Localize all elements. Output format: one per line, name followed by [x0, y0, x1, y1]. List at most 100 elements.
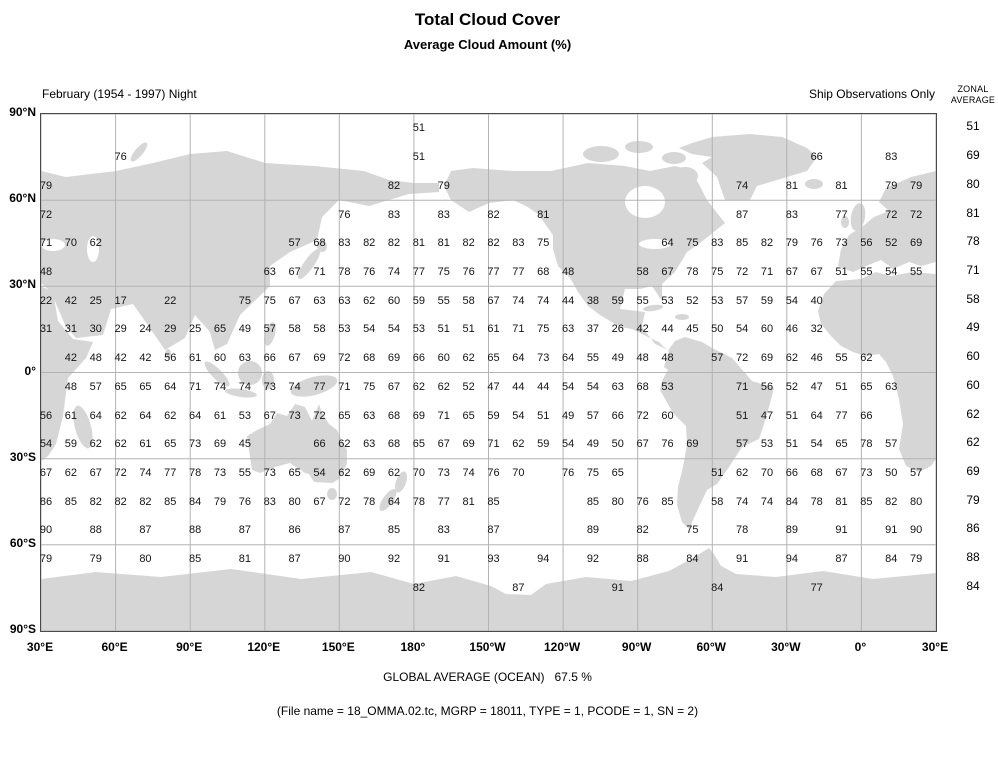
cell-value: 66: [611, 409, 624, 422]
cell-value: 42: [64, 352, 77, 365]
cell-value: 61: [189, 352, 202, 365]
cell-value: 63: [561, 323, 575, 336]
cell-value: 78: [686, 265, 699, 278]
cell-value: 51: [835, 265, 848, 278]
cell-value: 42: [636, 323, 649, 336]
cell-value: 80: [139, 553, 152, 566]
cell-value: 71: [512, 323, 525, 336]
cell-value: 74: [512, 294, 525, 307]
cell-value: 54: [735, 323, 749, 336]
cell-value: 67: [785, 265, 798, 278]
cell-value: 59: [64, 438, 77, 451]
cell-value: 79: [213, 495, 227, 508]
cell-value: 47: [487, 380, 500, 393]
cell-value: 55: [238, 467, 251, 480]
cell-value: 58: [462, 294, 475, 307]
cell-value: 64: [387, 495, 401, 508]
cell-value: 59: [487, 409, 500, 422]
cell-value: 85: [189, 553, 202, 566]
cell-value: 71: [735, 380, 749, 393]
cell-value: 91: [835, 524, 848, 537]
cell-value: 68: [537, 265, 550, 278]
cell-value: 60: [661, 409, 674, 422]
cell-value: 72: [338, 352, 351, 365]
cell-value: 54: [39, 438, 53, 451]
chart-subtitle: Average Cloud Amount (%): [403, 37, 572, 52]
cell-value: 69: [213, 438, 227, 451]
cell-value: 78: [189, 467, 202, 480]
cell-value: 63: [363, 438, 376, 451]
cell-value: 72: [735, 265, 749, 278]
cell-value: 70: [760, 467, 774, 480]
zonal-average-value: 62: [966, 406, 980, 421]
cell-value: 55: [835, 352, 848, 365]
cell-value: 57: [885, 438, 898, 451]
lon-axis-label: 150°W: [469, 640, 506, 654]
cell-value: 89: [586, 524, 600, 537]
cell-value: 73: [288, 409, 301, 422]
cell-value: 69: [313, 352, 326, 365]
cell-value: 57: [910, 467, 923, 480]
cell-value: 69: [412, 409, 426, 422]
cell-value: 62: [338, 438, 351, 451]
cell-value: 70: [512, 467, 525, 480]
cell-value: 78: [810, 495, 823, 508]
cell-value: 67: [661, 265, 674, 278]
cell-value: 83: [263, 495, 276, 508]
cell-value: 67: [288, 352, 301, 365]
cell-value: 29: [164, 323, 177, 336]
lat-axis-label: 60°N: [9, 191, 36, 206]
cell-value: 76: [338, 208, 351, 221]
cell-value: 62: [387, 467, 401, 480]
cell-value: 88: [189, 524, 202, 537]
cell-value: 75: [686, 524, 699, 537]
cell-value: 90: [910, 524, 923, 537]
cell-value: 53: [338, 323, 351, 336]
cell-value: 87: [735, 208, 749, 221]
cell-value: 78: [860, 438, 873, 451]
cell-value: 82: [139, 495, 152, 508]
cell-value: 86: [39, 495, 53, 508]
cell-value: 57: [735, 438, 749, 451]
cell-value: 58: [636, 265, 649, 278]
cell-value: 58: [711, 495, 724, 508]
cell-value: 30: [89, 323, 102, 336]
cell-value: 67: [810, 265, 823, 278]
cell-value: 74: [139, 467, 152, 480]
cell-value: 54: [785, 294, 798, 307]
cell-value: 76: [636, 495, 649, 508]
cell-value: 26: [611, 323, 624, 336]
cell-value: 63: [313, 294, 326, 307]
cell-value: 24: [139, 323, 152, 336]
cell-value: 92: [387, 553, 401, 566]
cell-value: 64: [164, 380, 177, 393]
cell-value: 64: [512, 352, 525, 365]
cell-value: 53: [711, 294, 724, 307]
cell-value: 69: [910, 237, 923, 250]
cell-value: 82: [114, 495, 127, 508]
cell-value: 51: [412, 122, 426, 135]
cell-value: 62: [735, 467, 749, 480]
cell-value: 87: [338, 524, 351, 537]
cell-value: 68: [313, 237, 326, 250]
cell-value: 73: [213, 467, 227, 480]
cell-value: 69: [760, 352, 774, 365]
cell-value: 75: [711, 265, 724, 278]
lat-axis-label: 0°: [24, 363, 36, 378]
cell-value: 87: [487, 524, 500, 537]
cell-value: 48: [39, 265, 53, 278]
cell-value: 90: [39, 524, 53, 537]
cell-value: 80: [611, 495, 624, 508]
cell-value: 53: [412, 323, 426, 336]
cell-value: 80: [910, 495, 923, 508]
cell-value: 67: [387, 380, 401, 393]
cell-value: 59: [537, 438, 550, 451]
cell-value: 79: [39, 179, 53, 192]
cell-value: 68: [810, 467, 823, 480]
cell-value: 62: [114, 438, 127, 451]
cell-value: 84: [885, 553, 898, 566]
cell-value: 75: [238, 294, 251, 307]
cell-value: 29: [114, 323, 127, 336]
cell-value: 93: [487, 553, 500, 566]
cell-value: 45: [686, 323, 699, 336]
